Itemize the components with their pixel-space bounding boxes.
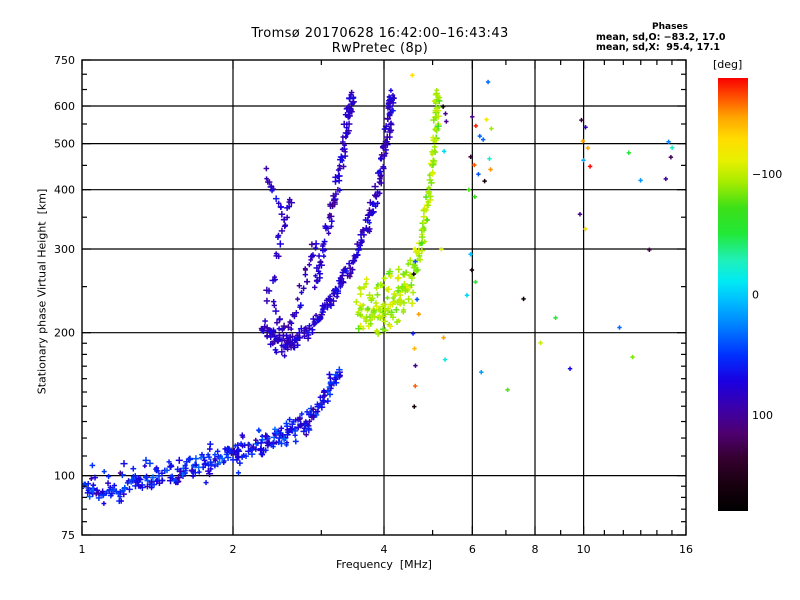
svg-text:600: 600 — [54, 100, 75, 113]
svg-text:8: 8 — [532, 543, 539, 556]
svg-text:750: 750 — [54, 54, 75, 67]
stats-x-mode: mean, sd,X: 95.4, 17.1 — [596, 42, 721, 53]
svg-text:500: 500 — [54, 138, 75, 151]
svg-text:200: 200 — [54, 327, 75, 340]
svg-text:−100: −100 — [752, 168, 782, 181]
x-tick-labels: 1 2 4 6 8 10 16 — [79, 543, 694, 556]
page-title: Tromsø 20170628 16:42:00–16:43:43 — [251, 26, 509, 41]
svg-text:300: 300 — [54, 243, 75, 256]
svg-text:100: 100 — [54, 470, 75, 483]
svg-text:2: 2 — [230, 543, 237, 556]
svg-text:10: 10 — [577, 543, 591, 556]
data-points — [82, 73, 675, 506]
svg-text:75: 75 — [61, 529, 75, 542]
y-tick-labels: 75 100 200 300 400 500 600 750 — [54, 54, 75, 542]
colorbar-unit-label: [deg] — [713, 58, 743, 71]
grid-lines — [82, 60, 686, 535]
svg-text:0: 0 — [752, 289, 759, 302]
colorbar — [718, 78, 748, 511]
plot-frame — [81, 59, 687, 536]
colorbar-tick-labels: 100 0 −100 — [752, 168, 782, 422]
svg-text:1: 1 — [79, 543, 86, 556]
x-axis-label: Frequency [MHz] — [336, 558, 432, 571]
stats-header: Phases — [652, 22, 688, 32]
svg-text:100: 100 — [752, 409, 773, 422]
svg-text:6: 6 — [469, 543, 476, 556]
svg-text:400: 400 — [54, 184, 75, 197]
svg-text:4: 4 — [381, 543, 388, 556]
stats-o-mode: mean, sd,O: −83.2, 17.0 — [596, 32, 726, 43]
svg-text:16: 16 — [679, 543, 693, 556]
page-subtitle: RwPretec (8p) — [331, 41, 429, 56]
